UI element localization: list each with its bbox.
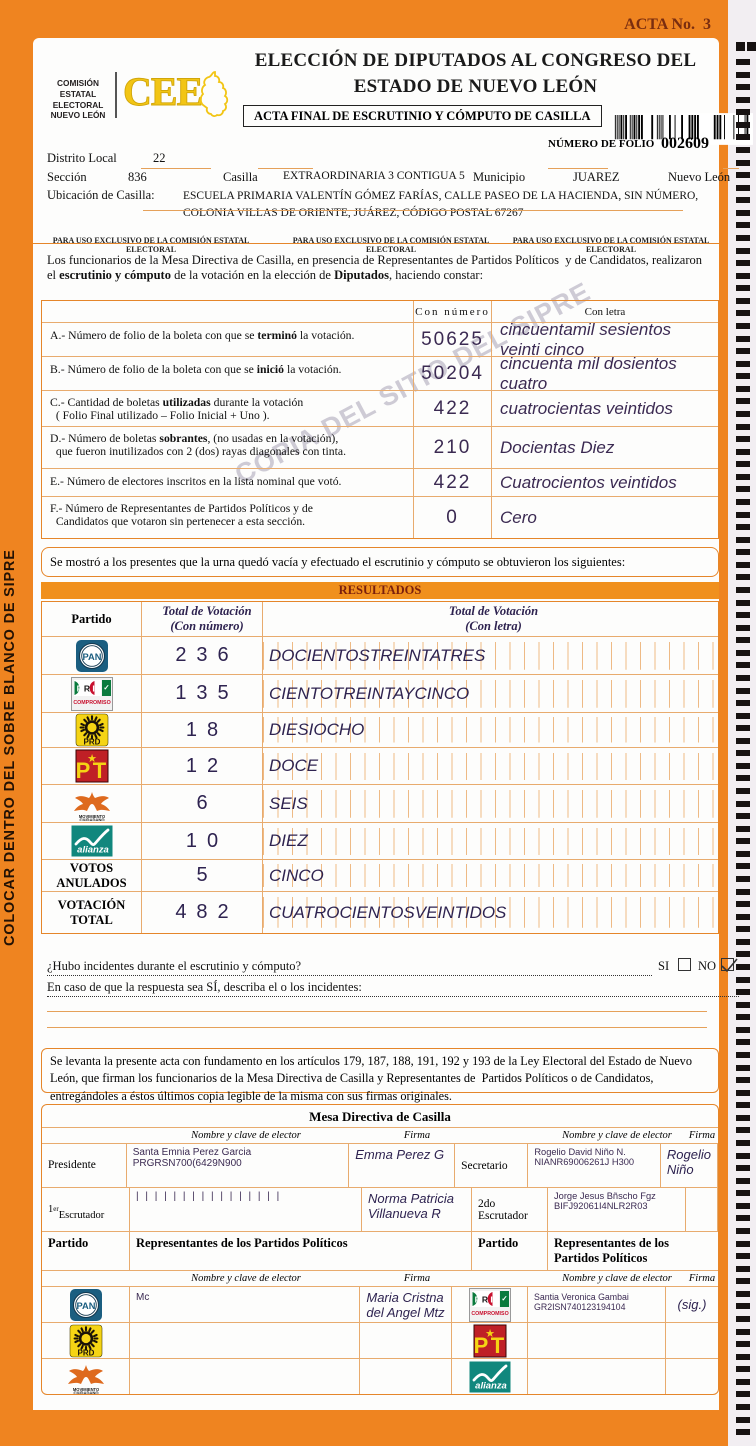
svg-text:R: R bbox=[83, 683, 89, 693]
svg-text:PAN: PAN bbox=[76, 1301, 95, 1311]
svg-text:PAN: PAN bbox=[82, 652, 101, 662]
svg-text:PRD: PRD bbox=[83, 737, 100, 746]
svg-text:T: T bbox=[92, 758, 106, 783]
svg-text:alianza: alianza bbox=[77, 845, 109, 856]
svg-text:T: T bbox=[490, 1333, 504, 1358]
svg-text:P: P bbox=[473, 1333, 488, 1358]
svg-text:R: R bbox=[481, 1294, 487, 1304]
svg-text:CIUDADANO: CIUDADANO bbox=[79, 817, 105, 821]
svg-text:COMPROMISO: COMPROMISO bbox=[73, 700, 110, 706]
svg-text:PRD: PRD bbox=[77, 1348, 94, 1357]
svg-text:CIUDADANO: CIUDADANO bbox=[73, 1390, 99, 1394]
svg-text:✓: ✓ bbox=[103, 683, 109, 692]
svg-text:P: P bbox=[76, 683, 82, 693]
svg-text:P: P bbox=[75, 758, 90, 783]
svg-text:✓: ✓ bbox=[501, 1294, 507, 1303]
svg-text:P: P bbox=[474, 1294, 480, 1304]
svg-text:COMPROMISO: COMPROMISO bbox=[471, 1311, 508, 1317]
svg-text:alianza: alianza bbox=[475, 1380, 507, 1391]
svg-text:I: I bbox=[92, 683, 94, 693]
svg-text:I: I bbox=[490, 1294, 492, 1304]
